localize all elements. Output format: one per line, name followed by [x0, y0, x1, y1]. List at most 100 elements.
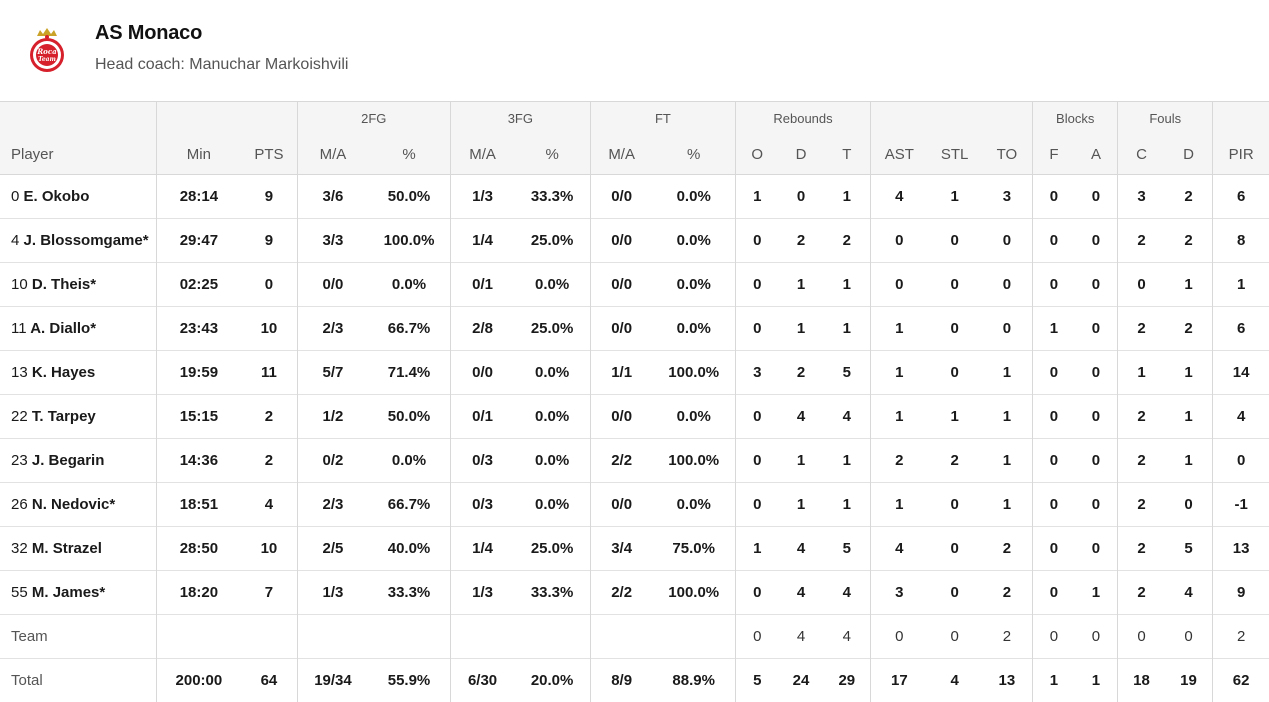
- player-name-link[interactable]: N. Nedovic*: [31, 496, 116, 513]
- col-blk-a[interactable]: A: [1074, 135, 1118, 175]
- stat-reb-t: 2: [823, 218, 871, 263]
- player-cell[interactable]: 13 K. Hayes: [0, 350, 157, 395]
- player-row[interactable]: 55 M. James* 18:20 7 1/3 33.3% 1/3 33.3% 2/2 100…: [0, 570, 1269, 615]
- player-name-link[interactable]: K. Hayes: [31, 364, 96, 381]
- col-reb-o[interactable]: O: [734, 135, 779, 175]
- stat-fg3-pct: 33.3%: [514, 174, 591, 219]
- stat-ft-ma: 0/0: [589, 482, 653, 527]
- stat-blk-a: 0: [1074, 306, 1118, 351]
- player-cell[interactable]: 23 J. Begarin: [0, 438, 157, 483]
- player-row[interactable]: 13 K. Hayes 19:59 11 5/7 71.4% 0/0 0.0% 1/1 100.…: [0, 350, 1269, 395]
- stat-reb-t: 1: [823, 262, 871, 307]
- player-name-link[interactable]: M. James*: [31, 584, 106, 601]
- stat-blk-a: 0: [1074, 262, 1118, 307]
- player-row[interactable]: 11 A. Diallo* 23:43 10 2/3 66.7% 2/8 25.0% 0/0 0…: [0, 306, 1269, 351]
- player-row[interactable]: 4 J. Blossomgame* 29:47 9 3/3 100.0% 1/4 25.0%…: [0, 218, 1269, 263]
- col-pts[interactable]: PTS: [241, 135, 298, 175]
- stat-blk-f: 0: [1032, 438, 1075, 483]
- stat-foul-d: 19: [1164, 658, 1213, 702]
- player-name-link[interactable]: T. Tarpey: [31, 408, 96, 425]
- stat-foul-c: 2: [1117, 570, 1165, 615]
- player-cell[interactable]: 10 D. Theis*: [0, 262, 157, 307]
- stat-min: 28:14: [155, 174, 242, 219]
- player-name-link[interactable]: A. Diallo*: [30, 320, 97, 337]
- player-cell[interactable]: 22 T. Tarpey: [0, 394, 157, 439]
- player-cell[interactable]: 26 N. Nedovic*: [0, 482, 157, 527]
- total-row: Total 200:00 64 19/34 55.9% 6/30 20.0% 8/9 88.9%…: [0, 658, 1269, 702]
- stat-blk-f: 1: [1032, 306, 1075, 351]
- stat-to: 1: [981, 482, 1033, 527]
- player-cell[interactable]: 32 M. Strazel: [0, 526, 157, 571]
- col-blk-f[interactable]: F: [1032, 135, 1075, 175]
- player-row[interactable]: 23 J. Begarin 14:36 2 0/2 0.0% 0/3 0.0% 2/2 100.…: [0, 438, 1269, 483]
- col-3fg-pct[interactable]: %: [514, 135, 591, 175]
- col-ft-pct[interactable]: %: [652, 135, 736, 175]
- stat-pts: 4: [241, 482, 298, 527]
- player-cell[interactable]: 0 E. Okobo: [0, 174, 157, 219]
- stat-foul-d: 1: [1164, 438, 1213, 483]
- player-name-link[interactable]: E. Okobo: [23, 188, 90, 205]
- player-number: 23: [11, 452, 28, 469]
- col-foul-c[interactable]: C: [1117, 135, 1165, 175]
- col-foul-d[interactable]: D: [1164, 135, 1213, 175]
- stat-min: 18:51: [155, 482, 242, 527]
- col-reb-d[interactable]: D: [778, 135, 824, 175]
- stat-foul-c: 0: [1117, 614, 1165, 659]
- player-number: 4: [11, 232, 20, 249]
- player-row[interactable]: 26 N. Nedovic* 18:51 4 2/3 66.7% 0/3 0.0% 0/0 0.…: [0, 482, 1269, 527]
- stat-reb-d: 0: [778, 174, 824, 219]
- stat-reb-d: 4: [778, 570, 824, 615]
- col-min[interactable]: Min: [155, 135, 242, 175]
- stat-fg2-ma: [296, 614, 369, 659]
- player-row[interactable]: 0 E. Okobo 28:14 9 3/6 50.0% 1/3 33.3% 0/0 0.0% 1…: [0, 174, 1269, 219]
- player-cell[interactable]: 11 A. Diallo*: [0, 306, 157, 351]
- player-cell[interactable]: 4 J. Blossomgame*: [0, 218, 157, 263]
- stat-ft-ma: 0/0: [589, 174, 653, 219]
- stat-reb-o: 0: [734, 306, 779, 351]
- col-to[interactable]: TO: [981, 135, 1033, 175]
- player-row[interactable]: 32 M. Strazel 28:50 10 2/5 40.0% 1/4 25.0% 3/4 7…: [0, 526, 1269, 571]
- stat-ft-pct: 0.0%: [652, 482, 736, 527]
- player-row[interactable]: 22 T. Tarpey 15:15 2 1/2 50.0% 0/1 0.0% 0/0 0.0%…: [0, 394, 1269, 439]
- stat-fg3-ma: 0/1: [449, 394, 515, 439]
- box-score-table: 2FG 3FG FT Rebounds Blocks Fouls Player …: [0, 101, 1269, 702]
- stat-reb-t: 1: [823, 174, 871, 219]
- player-row[interactable]: 10 D. Theis* 02:25 0 0/0 0.0% 0/1 0.0% 0/0 0.0% 0…: [0, 262, 1269, 307]
- stat-reb-o: 0: [734, 262, 779, 307]
- stat-fg3-ma: 6/30: [449, 658, 515, 702]
- stat-pts: 64: [241, 658, 298, 702]
- player-name-link[interactable]: D. Theis*: [31, 276, 97, 293]
- stat-reb-o: 0: [734, 482, 779, 527]
- col-3fg-ma[interactable]: M/A: [449, 135, 515, 175]
- player-cell[interactable]: 55 M. James*: [0, 570, 157, 615]
- player-name-link[interactable]: J. Begarin: [31, 452, 105, 469]
- stat-blk-f: 0: [1032, 350, 1075, 395]
- col-reb-t[interactable]: T: [823, 135, 871, 175]
- stat-fg3-pct: 20.0%: [514, 658, 591, 702]
- stat-blk-a: 1: [1074, 570, 1118, 615]
- col-2fg-pct[interactable]: %: [368, 135, 451, 175]
- col-2fg-ma[interactable]: M/A: [296, 135, 369, 175]
- stat-ft-pct: 0.0%: [652, 306, 736, 351]
- player-name-link[interactable]: J. Blossomgame*: [23, 232, 149, 249]
- stat-pir: 6: [1212, 306, 1269, 351]
- stat-to: 13: [981, 658, 1033, 702]
- col-ft-ma[interactable]: M/A: [589, 135, 653, 175]
- player-name-link[interactable]: M. Strazel: [31, 540, 102, 557]
- col-pir[interactable]: PIR: [1212, 135, 1269, 175]
- stat-reb-t: 4: [823, 614, 871, 659]
- group-ft: FT: [589, 101, 736, 136]
- stat-reb-o: 0: [734, 394, 779, 439]
- player-number: 22: [11, 408, 28, 425]
- col-player[interactable]: Player: [0, 135, 157, 175]
- stat-reb-o: 0: [734, 570, 779, 615]
- stat-reb-o: 5: [734, 658, 779, 702]
- stat-reb-d: 1: [778, 262, 824, 307]
- stat-blk-a: 0: [1074, 438, 1118, 483]
- stat-foul-d: 1: [1164, 262, 1213, 307]
- stat-stl: 0: [927, 526, 982, 571]
- col-stl[interactable]: STL: [927, 135, 982, 175]
- col-ast[interactable]: AST: [870, 135, 928, 175]
- stat-reb-o: 0: [734, 218, 779, 263]
- stat-reb-d: 24: [778, 658, 824, 702]
